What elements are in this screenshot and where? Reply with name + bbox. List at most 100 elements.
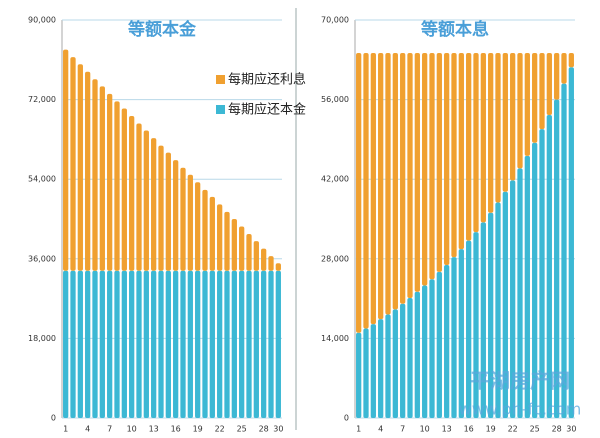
bar-segment (510, 180, 516, 418)
bar-segment (407, 52, 413, 299)
bar-segment (195, 270, 201, 418)
x-tick-label: 19 (193, 425, 203, 434)
bar-segment (436, 271, 442, 418)
bar-segment (246, 270, 252, 418)
bar-segment (363, 328, 369, 418)
bar-segment (554, 52, 560, 100)
bar-segment (151, 270, 157, 418)
bar-segment (99, 270, 105, 418)
bar-segment (268, 256, 274, 271)
x-tick-label: 4 (85, 425, 90, 434)
bar-segment (458, 249, 464, 418)
y-tick-label: 42,000 (321, 175, 349, 184)
bar-segment (209, 270, 215, 418)
bar-segment (253, 270, 259, 418)
chart-title: 等额本金 (128, 19, 197, 40)
x-tick-label: 16 (171, 425, 181, 434)
bar-segment (129, 270, 135, 418)
bar-segment (158, 145, 164, 271)
bar-segment (532, 52, 538, 143)
bar-segment (77, 64, 83, 271)
bar-segment (202, 270, 208, 418)
bar-segment (451, 52, 457, 258)
legend-label: 每期应还本金 (228, 102, 306, 118)
bar-segment (385, 314, 391, 418)
bar-segment (502, 191, 508, 418)
bar-segment (70, 270, 76, 418)
bar-segment (422, 52, 428, 286)
bar-segment (532, 142, 538, 418)
bar-segment (429, 52, 435, 280)
bar-segment (517, 52, 523, 169)
bar-segment (363, 52, 369, 329)
bar-segment (173, 160, 179, 271)
bar-segment (202, 189, 208, 271)
bar-segment (466, 240, 472, 418)
x-tick-label: 28 (552, 425, 562, 434)
bar-segment (85, 270, 91, 418)
bar-segment (143, 130, 149, 271)
x-tick-label: 22 (508, 425, 518, 434)
bar-segment (356, 332, 362, 418)
bar-segment (275, 270, 281, 418)
bar-segment (488, 52, 494, 213)
x-tick-label: 10 (420, 425, 430, 434)
bar-segment (370, 324, 376, 418)
bar-segment (114, 101, 120, 271)
bar-segment (143, 270, 149, 418)
bar-segment (121, 270, 127, 418)
x-tick-label: 13 (442, 425, 452, 434)
bar-segment (180, 270, 186, 418)
y-tick-label: 0 (344, 414, 349, 423)
y-tick-label: 28,000 (321, 254, 349, 263)
y-tick-label: 90,000 (28, 16, 56, 25)
bar-segment (568, 67, 574, 418)
bar-segment (253, 241, 259, 271)
bar-segment (517, 168, 523, 418)
x-tick-label: 30 (566, 425, 576, 434)
bar-segment (246, 234, 252, 271)
x-tick-label: 1 (63, 425, 68, 434)
bar-segment (121, 108, 127, 271)
bar-segment (546, 52, 552, 115)
x-tick-label: 16 (464, 425, 474, 434)
y-tick-label: 54,000 (28, 175, 56, 184)
bar-segment (568, 52, 574, 68)
bar-segment (173, 270, 179, 418)
bar-segment (92, 270, 98, 418)
bar-segment (268, 270, 274, 418)
y-tick-label: 14,000 (321, 334, 349, 343)
bar-segment (114, 270, 120, 418)
bar-segment (392, 309, 398, 418)
bar-segment (224, 270, 230, 418)
watermark-title: 平湖房产网 (470, 369, 570, 393)
x-tick-label: 7 (107, 425, 112, 434)
bar-segment (209, 196, 215, 271)
x-tick-label: 7 (400, 425, 405, 434)
bar-segment (473, 232, 479, 418)
bar-segment (488, 212, 494, 418)
legend-label: 每期应还利息 (228, 72, 306, 88)
legend-swatch (216, 75, 225, 84)
bar-segment (261, 270, 267, 418)
x-tick-label: 4 (378, 425, 383, 434)
x-tick-label: 1 (356, 425, 361, 434)
bar-segment (92, 79, 98, 271)
x-tick-label: 22 (215, 425, 225, 434)
bar-segment (224, 211, 230, 271)
bar-segment (554, 99, 560, 418)
legend-swatch (216, 105, 225, 114)
bar-segment (187, 270, 193, 418)
bar-segment (129, 115, 135, 271)
x-tick-label: 25 (237, 425, 247, 434)
watermark-url: www.ph-fc.com (459, 400, 582, 419)
bar-segment (151, 138, 157, 271)
bar-segment (414, 52, 420, 292)
bar-segment (107, 270, 113, 418)
bar-segment (187, 174, 193, 271)
bar-segment (473, 52, 479, 233)
bar-segment (231, 219, 237, 271)
bar-segment (392, 52, 398, 310)
bar-segment (231, 270, 237, 418)
bar-segment (539, 129, 545, 418)
